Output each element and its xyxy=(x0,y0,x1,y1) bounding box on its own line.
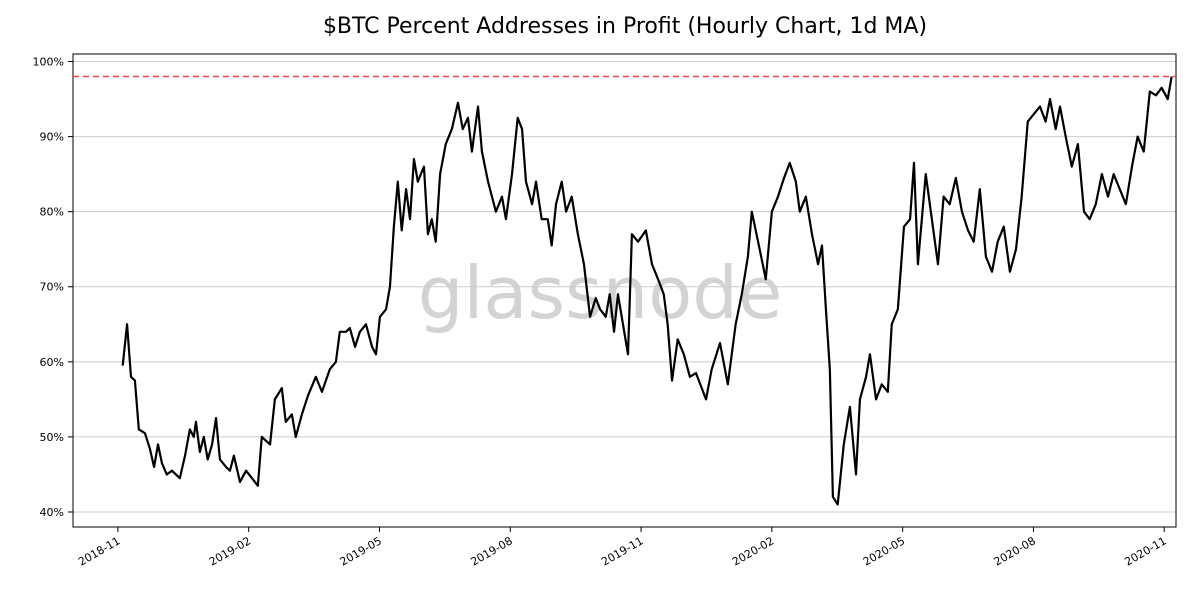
x-tick-label: 2020-05 xyxy=(861,534,907,568)
plot-frame xyxy=(72,53,1177,528)
y-tick-label: 60% xyxy=(40,356,64,369)
x-tick-label: 2019-05 xyxy=(338,534,384,568)
x-tick-label: 2020-11 xyxy=(1122,534,1168,568)
x-tick-label: 2018-11 xyxy=(76,534,122,568)
y-tick-label: 100% xyxy=(33,56,64,69)
y-tick-label: 50% xyxy=(40,431,64,444)
watermark: glassnode xyxy=(418,251,783,335)
x-tick-label: 2019-02 xyxy=(207,534,253,568)
chart-title: $BTC Percent Addresses in Profit (Hourly… xyxy=(323,14,927,39)
y-tick-label: 80% xyxy=(40,206,64,219)
x-tick-label: 2019-08 xyxy=(468,534,514,568)
data-line xyxy=(121,76,1173,506)
y-tick-label: 40% xyxy=(40,506,64,519)
x-tick-label: 2020-08 xyxy=(992,534,1038,568)
x-tick-label: 2020-02 xyxy=(730,534,776,568)
y-tick-label: 90% xyxy=(40,131,64,144)
x-tick-label: 2019-11 xyxy=(599,534,645,568)
y-tick-label: 70% xyxy=(40,281,64,294)
